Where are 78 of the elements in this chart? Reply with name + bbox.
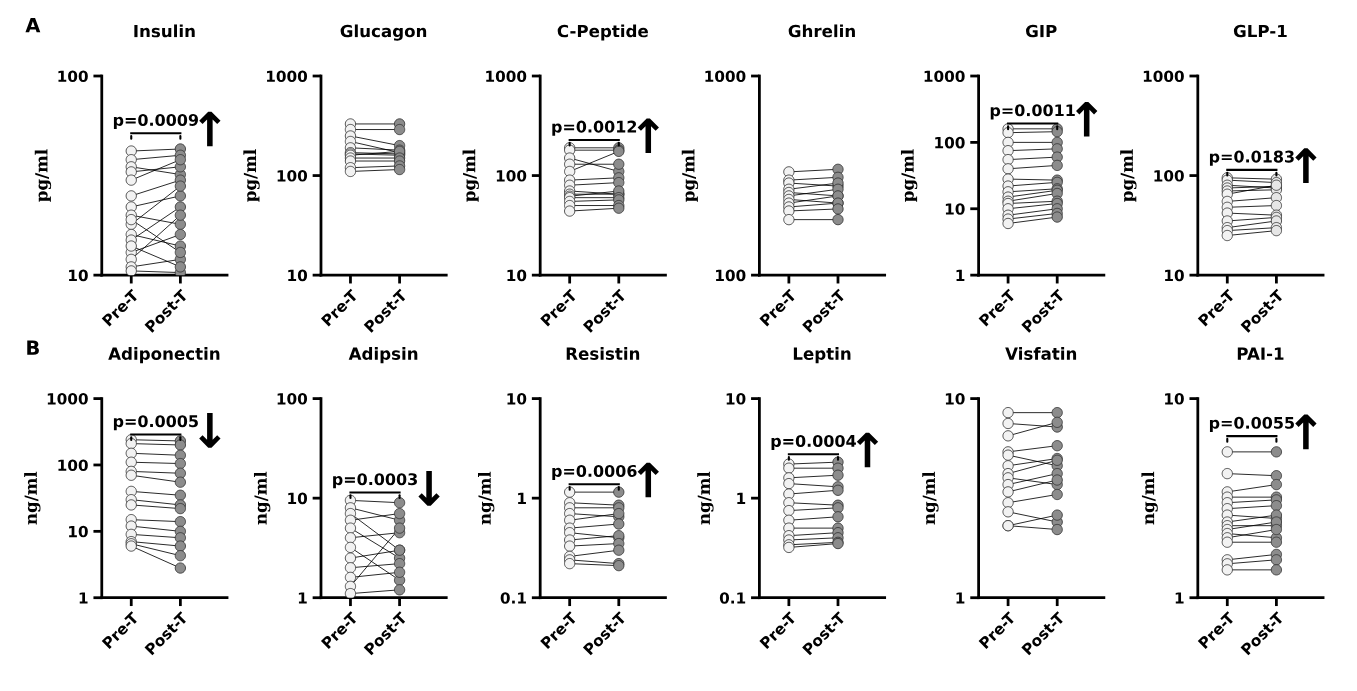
y-tick-label: 1000 [47, 393, 88, 405]
y-tick-label: 100 [935, 136, 965, 149]
y-tick-label: 1000 [705, 70, 746, 83]
annotation: p=0.0009 [113, 113, 199, 130]
text: B [27, 340, 39, 355]
y-tick-label: 0.1 [719, 592, 746, 604]
annotation: ↓ [199, 413, 221, 448]
annotation: ↑ [199, 111, 221, 147]
chart-title: Insulin [134, 24, 195, 38]
y-axis-title: ng/ml [24, 471, 41, 525]
chart-title: Visfatin [1005, 347, 1077, 360]
y-axis-title: ng/ml [697, 471, 714, 525]
y-axis-title: ng/ml [922, 471, 939, 525]
y-tick-label: 1 [956, 592, 965, 604]
y-tick-label: 10 [288, 269, 308, 282]
annotation: p=0.0006 [552, 464, 637, 481]
y-tick-label: 1 [956, 269, 965, 281]
y-tick-label: 1 [518, 492, 526, 504]
annotation: p=0.0055 [1209, 416, 1294, 432]
y-tick-label: 1000 [266, 70, 308, 83]
annotation: ↑ [637, 462, 659, 498]
y-tick-label: 1 [1175, 592, 1184, 604]
y-tick-label: 100 [58, 70, 88, 83]
chart-title: C-Peptide [557, 24, 648, 41]
annotation: p=0.0011 [990, 104, 1075, 120]
y-axis-title: pg/ml [243, 149, 260, 202]
chart-title: PAI-1 [1237, 347, 1284, 360]
y-tick-label: 1000 [1143, 70, 1184, 83]
y-tick-label: 10 [507, 393, 527, 405]
chart-title: GIP [1026, 24, 1057, 38]
chart-title: Ghrelin [788, 24, 855, 38]
y-tick-label: 1 [298, 592, 307, 604]
chart-title: GLP-1 [1233, 24, 1287, 38]
y-axis-title: pg/ml [900, 149, 918, 202]
annotation: ↑ [637, 118, 659, 153]
text: A [25, 17, 41, 33]
y-axis-title: pg/ml [1120, 149, 1137, 202]
y-tick-label: 100 [716, 269, 746, 282]
y-tick-label: 10 [945, 393, 965, 405]
y-tick-label: 10 [507, 269, 527, 282]
y-tick-label: 10 [69, 525, 88, 538]
y-tick-label: 10 [726, 393, 746, 405]
y-axis-title: ng/ml [478, 471, 495, 525]
annotation: p=0.0012 [552, 120, 637, 136]
chart-title: Leptin [793, 347, 851, 364]
y-axis-title: ng/ml [253, 471, 271, 525]
y-tick-label: 1 [737, 492, 746, 504]
annotation: ↑ [1295, 148, 1317, 183]
y-tick-label: 100 [58, 459, 88, 471]
chart-title: Adiponectin [108, 347, 220, 364]
annotation: ↑ [856, 432, 879, 468]
y-axis-title: pg/ml [34, 149, 52, 202]
y-axis-title: ng/ml [1141, 471, 1158, 525]
y-tick-label: 1000 [924, 70, 965, 83]
y-tick-label: 100 [277, 170, 308, 182]
y-tick-label: 0.1 [500, 592, 526, 604]
y-tick-label: 10 [69, 269, 88, 282]
y-tick-label: 100 [1154, 170, 1184, 182]
chart-title: Resistin [566, 347, 640, 360]
annotation: ↓ [418, 471, 440, 506]
y-axis-title: pg/ml [681, 149, 699, 202]
annotation: p=0.0005 [113, 415, 198, 431]
y-tick-label: 10 [1165, 393, 1184, 405]
annotation: p=0.0183 [1209, 150, 1294, 166]
chart-title: Adipsin [348, 347, 418, 364]
y-tick-label: 10 [1165, 269, 1184, 282]
y-tick-label: 1000 [486, 70, 527, 83]
chart-title: Glucagon [340, 24, 427, 41]
y-axis-title: pg/ml [462, 149, 479, 202]
annotation: ↑ [1076, 102, 1098, 137]
y-tick-label: 10 [288, 492, 308, 505]
y-tick-label: 1 [79, 592, 88, 604]
y-tick-label: 10 [945, 203, 965, 215]
y-tick-label: 100 [496, 170, 527, 182]
y-tick-label: 100 [277, 393, 308, 405]
annotation: ↑ [1295, 414, 1317, 450]
annotation: p=0.0003 [333, 473, 417, 489]
annotation: p=0.0004 [771, 434, 856, 451]
